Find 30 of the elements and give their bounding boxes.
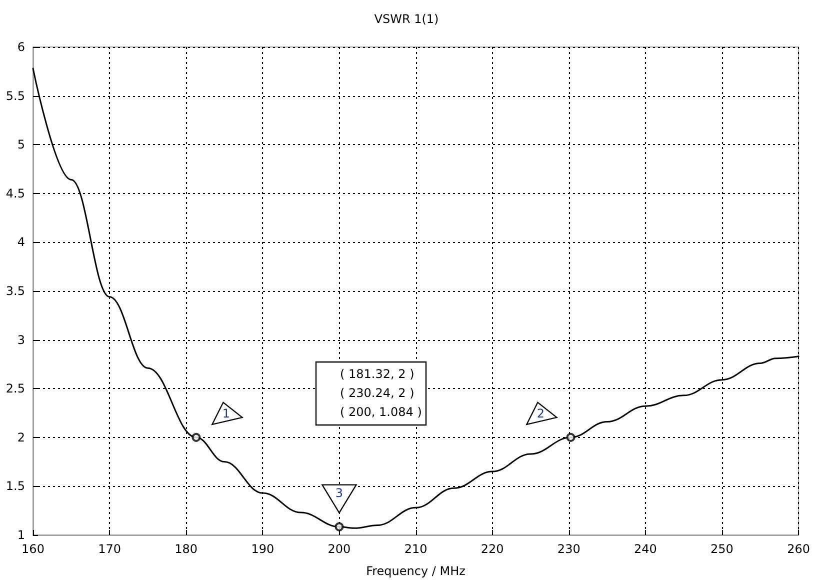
y-tick-label: 3 <box>17 332 25 347</box>
x-tick-label: 160 <box>22 542 44 556</box>
x-tick-label: 190 <box>251 542 274 556</box>
y-tick-label: 1.5 <box>6 479 25 494</box>
annotation: ( 181.32, 2 ) <box>340 367 414 381</box>
annotation: ( 230.24, 2 ) <box>340 386 414 400</box>
x-tick-label: 240 <box>634 542 657 556</box>
y-tick-label: 4.5 <box>6 186 25 200</box>
x-tick-label: 260 <box>787 542 810 556</box>
y-tick-label: 5.5 <box>6 88 25 103</box>
x-tick-label: 220 <box>480 542 504 556</box>
y-tick-label: 3.5 <box>6 284 25 298</box>
y-tick-label: 4 <box>17 235 25 250</box>
x-tick-label: 250 <box>710 542 734 556</box>
x-tick-label: 230 <box>557 542 580 556</box>
x-tick-label: 210 <box>404 542 428 556</box>
x-axis-title: Frequency / MHz <box>366 564 466 578</box>
y-tick-label: 5 <box>17 138 25 152</box>
y-tick-label: 2 <box>17 430 25 444</box>
annotation: 1 <box>222 406 230 420</box>
annotation: 2 <box>536 406 545 420</box>
x-tick-label: 200 <box>328 542 351 556</box>
annotation: 3 <box>335 486 344 500</box>
chart-title: VSWR 1(1) <box>374 12 439 26</box>
y-tick-label: 6 <box>17 40 25 54</box>
annotation: ( 200, 1.084 ) <box>340 405 422 419</box>
y-tick-label: 2.5 <box>6 382 25 396</box>
y-tick-label: 1 <box>17 528 25 542</box>
x-tick-label: 170 <box>98 542 122 556</box>
x-tick-label: 180 <box>174 542 198 556</box>
